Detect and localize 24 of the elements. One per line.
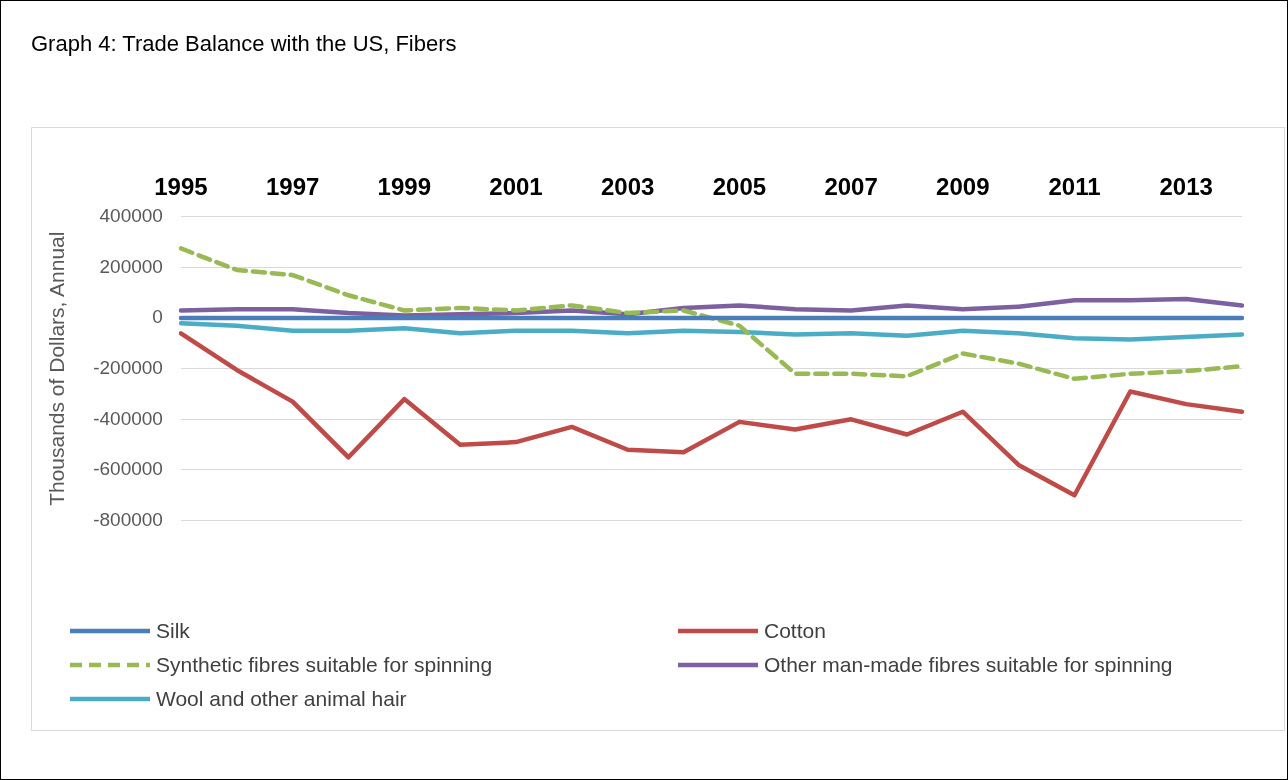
legend-label: Cotton	[764, 619, 826, 643]
legend-label: Silk	[156, 619, 190, 643]
x-tick-label: 2013	[1159, 173, 1213, 201]
x-tick-label: 1995	[154, 173, 208, 201]
x-tick-label: 2011	[1048, 173, 1101, 201]
y-tick-label: 0	[152, 306, 163, 328]
legend-label: Synthetic fibres suitable for spinning	[156, 653, 493, 677]
y-tick-label: -400000	[93, 407, 163, 429]
x-tick-label: 1999	[377, 173, 432, 201]
legend-label: Wool and other animal hair	[156, 687, 407, 711]
chart-title: Graph 4: Trade Balance with the US, Fibers	[31, 31, 457, 57]
legend-label: Other man-made fibres suitable for spinning	[764, 653, 1173, 677]
y-tick-label: -600000	[93, 458, 163, 480]
y-tick-label: 200000	[99, 255, 163, 277]
y-axis-title: Thousands of Dollars, Annual	[45, 231, 69, 506]
y-tick-label: 400000	[99, 205, 163, 227]
x-tick-label: 2005	[712, 173, 767, 201]
y-tick-label: -200000	[93, 356, 163, 378]
x-tick-label: 2003	[601, 173, 655, 201]
x-tick-label: 2009	[936, 173, 990, 201]
y-tick-label: -800000	[93, 508, 163, 530]
x-tick-label: 2001	[489, 173, 543, 201]
x-tick-label: 1997	[265, 173, 320, 201]
x-tick-label: 2007	[824, 173, 878, 201]
